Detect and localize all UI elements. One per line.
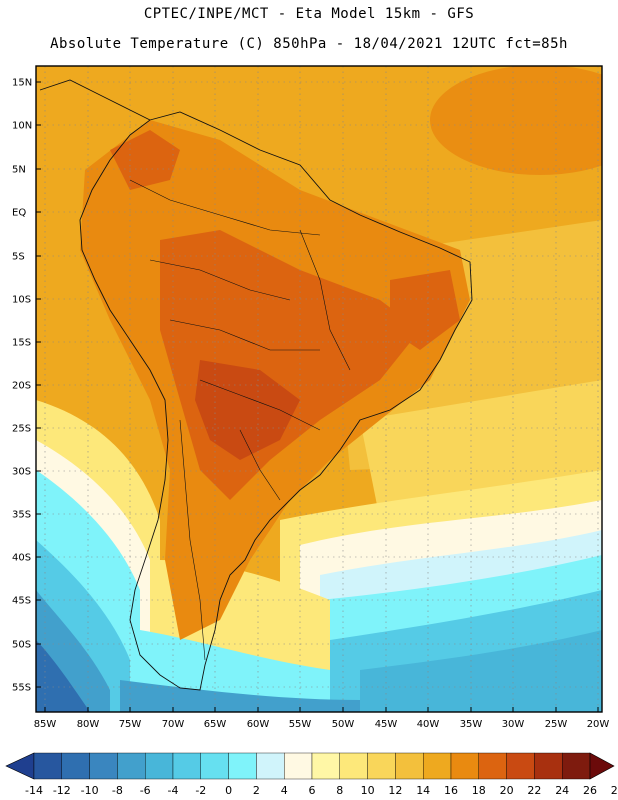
colorbar-label: 18 — [472, 784, 486, 797]
lon-label: 40W — [417, 719, 440, 730]
coastline — [39, 79, 473, 691]
colorbar-swatch — [172, 752, 201, 780]
country-borders — [129, 179, 351, 661]
lat-label: 30S — [12, 467, 31, 478]
lon-label: 20W — [587, 719, 610, 730]
lon-label: 45W — [375, 719, 398, 730]
colorbar-swatch — [450, 752, 479, 780]
lat-label: 5N — [12, 165, 26, 176]
lat-label: 40S — [12, 553, 31, 564]
colorbar-swatch — [228, 752, 257, 780]
lat-label: 25S — [12, 424, 31, 435]
colorbar-arrow-high — [589, 752, 615, 780]
lat-lon-grid — [36, 66, 602, 712]
colorbar-swatch — [61, 752, 90, 780]
lon-label: 50W — [332, 719, 355, 730]
longitude-labels: 85W 80W 75W 70W 65W 60W 55W 50W 45W 40W 35W 30W 25W 2… — [34, 707, 610, 730]
colorbar-swatch — [117, 752, 146, 780]
lat-label: EQ — [12, 208, 26, 219]
colorbar-swatch — [423, 752, 452, 780]
map-title-line1: CPTEC/INPE/MCT - Eta Model 15km - GFS — [143, 6, 475, 22]
colorbar-label: 20 — [500, 784, 514, 797]
colorbar-label: 6 — [309, 784, 316, 797]
lon-label: 35W — [460, 719, 483, 730]
colorbar-label: -14 — [25, 784, 43, 797]
lon-label: 25W — [545, 719, 568, 730]
colorbar-swatch — [534, 752, 563, 780]
colorbar-label: 14 — [416, 784, 430, 797]
colorbar-label: 28 — [611, 784, 618, 797]
lon-label: 60W — [247, 719, 270, 730]
colorbar-label: -12 — [53, 784, 71, 797]
colorbar-label: 16 — [444, 784, 458, 797]
lat-label: 45S — [12, 596, 31, 607]
colorbar-swatch — [478, 752, 507, 780]
colorbar-label: 22 — [527, 784, 541, 797]
colorbar-swatch — [395, 752, 424, 780]
map-title-line2: Absolute Temperature (C) 850hPa - 18/04/… — [50, 36, 568, 52]
colorbar-label: 8 — [336, 784, 343, 797]
colorbar-swatch — [256, 752, 285, 780]
colorbar-swatch — [506, 752, 535, 780]
colorbar-label: -10 — [81, 784, 99, 797]
colorbar-label: 12 — [388, 784, 402, 797]
latitude-labels: 15N 10N 5N EQ 5S 10S 15S 20S 25S 30S 35S 40S 45S 50S 5… — [12, 78, 41, 694]
lat-label: 35S — [12, 510, 31, 521]
lat-label: 55S — [12, 683, 31, 694]
lon-label: 70W — [162, 719, 185, 730]
colorbar-label: -4 — [168, 784, 179, 797]
colorbar-swatch — [33, 752, 62, 780]
colorbar-label: 10 — [361, 784, 375, 797]
colorbar-label: 2 — [253, 784, 260, 797]
plot-frame — [35, 65, 603, 713]
colorbar-swatch — [311, 752, 340, 780]
colorbar-swatch — [144, 752, 174, 780]
lat-label: 15N — [12, 78, 32, 89]
lat-label: 5S — [12, 252, 25, 263]
colorbar-swatch — [367, 752, 396, 780]
colorbar-arrow-low — [5, 752, 35, 780]
lat-label: 15S — [12, 338, 31, 349]
lat-label: 50S — [12, 640, 31, 651]
colorbar-label: -8 — [112, 784, 123, 797]
colorbar-label: 24 — [555, 784, 569, 797]
lon-label: 55W — [289, 719, 312, 730]
lon-label: 80W — [77, 719, 100, 730]
lon-label: 30W — [502, 719, 525, 730]
lat-label: 10S — [12, 295, 31, 306]
colorbar-label: -2 — [195, 784, 206, 797]
colorbar-swatch — [562, 752, 591, 780]
lat-label: 20S — [12, 381, 31, 392]
colorbar: -14 -12 -10 -8 -6 -4 -2 0 2 4 6 8 10 12 14 16 18 20 22 24 26… — [5, 752, 618, 797]
colorbar-label: 4 — [281, 784, 288, 797]
colorbar-swatch — [284, 752, 313, 780]
colorbar-swatch — [200, 752, 229, 780]
colorbar-swatch — [339, 752, 368, 780]
colorbar-swatch — [89, 752, 118, 780]
colorbar-label: 0 — [225, 784, 232, 797]
lon-label: 85W — [34, 719, 57, 730]
lat-label: 10N — [12, 121, 32, 132]
lon-label: 75W — [119, 719, 142, 730]
lon-label: 65W — [204, 719, 227, 730]
temperature-field — [36, 66, 602, 712]
colorbar-label: -6 — [140, 784, 151, 797]
colorbar-label: 26 — [583, 784, 597, 797]
